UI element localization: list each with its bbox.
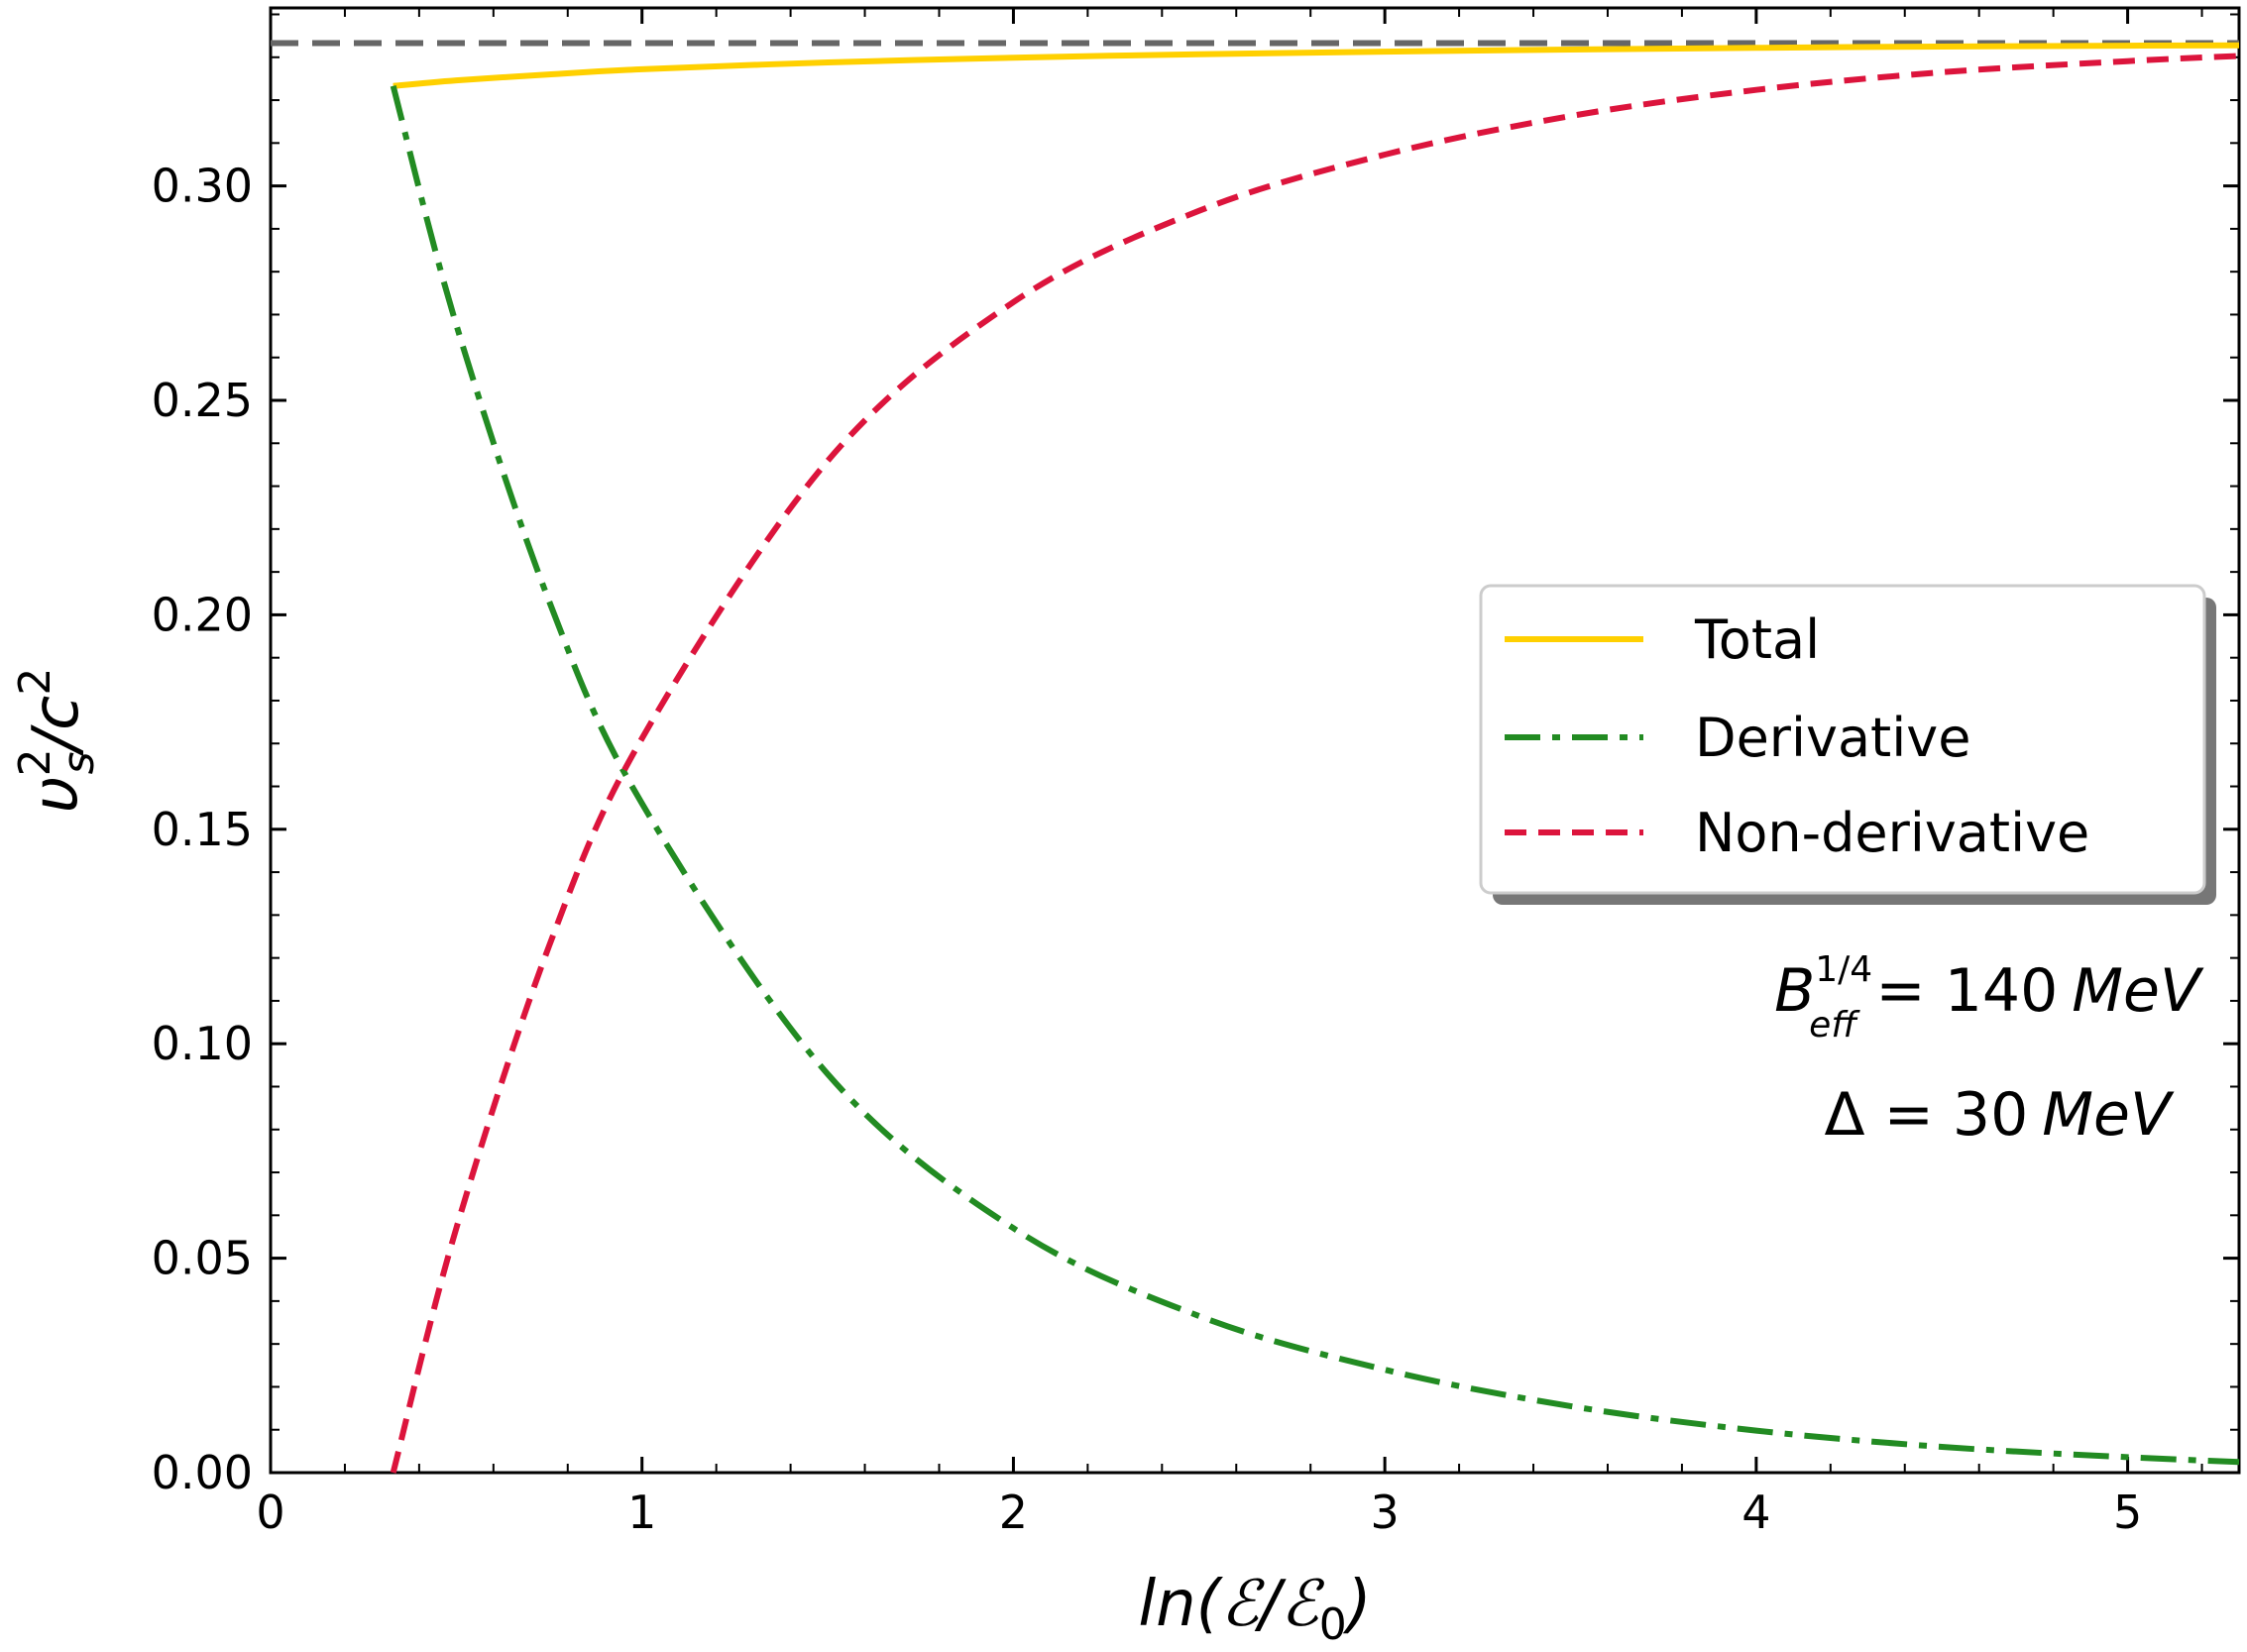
y-tick-label: 0.00 [152,1446,253,1499]
x-tick-label: 0 [256,1486,284,1539]
y-tick-label: 0.15 [152,803,253,856]
annotation-delta: Δ = 30 MeV [1824,1080,2174,1150]
x-title-subscript: 0 [1319,1599,1347,1650]
x-tick-label: 4 [1741,1486,1770,1539]
x-tick-label: 1 [627,1486,656,1539]
plot-frame [269,6,2241,1475]
delta-unit: MeV [2042,1080,2175,1150]
y-tick-label: 0.30 [152,160,253,213]
delta-prefix: Δ = 30 [1824,1080,2028,1150]
legend-label-non-derivative: Non-derivative [1695,802,2089,864]
y-tick-label: 0.05 [152,1232,253,1285]
x-tick-label: 2 [999,1486,1028,1539]
legend-label-derivative: Derivative [1695,707,1970,769]
legend-label-total: Total [1694,608,1820,671]
beff-unit: MeV [2072,956,2204,1026]
y-axis-title: υ2s/c2 [10,668,104,814]
y-title-slash: /c [20,696,93,757]
beff-value: = 140 [1856,956,2058,1026]
x-tick-label: 5 [2113,1486,2142,1539]
beff-superscript: 1/4 [1815,949,1872,990]
series-line-non-derivative [390,53,2240,1474]
y-title-subscript: s [54,751,104,774]
beff-symbol: B [1774,956,1815,1026]
y-tick-label: 0.10 [152,1017,253,1070]
axis-ticks [269,8,2239,1475]
x-tick-label: 3 [1371,1486,1400,1539]
y-title-superscript: 2 [10,748,60,776]
y-title-superscript-2: 2 [10,668,60,696]
x-title-prefix: ln( [1138,1568,1223,1641]
y-tick-label: 0.25 [152,374,253,427]
beff-subscript: eff [1809,1005,1860,1046]
series-group [390,42,2240,1474]
series-line-total [393,42,2240,89]
legend-box [1479,584,2206,895]
annotation-beff: B1/4 eff = 140 MeV [1774,949,2204,1046]
x-title-suffix: ) [1343,1568,1372,1641]
legend: Total Derivative Non-derivative [1479,584,2216,905]
axis-tick-labels: 0 1 2 3 4 5 0.00 0.05 0.10 0.15 0.20 0.25 0.30 [152,160,2143,1539]
x-title-curly2: ℰ [1281,1568,1325,1641]
x-axis-title: ln(ℰ/ℰ0) [1138,1568,1371,1650]
y-title-main: υ [20,776,93,813]
y-tick-label: 0.20 [152,588,253,641]
series-line-derivative [390,85,2240,1466]
x-title-curly: ℰ [1221,1568,1266,1641]
